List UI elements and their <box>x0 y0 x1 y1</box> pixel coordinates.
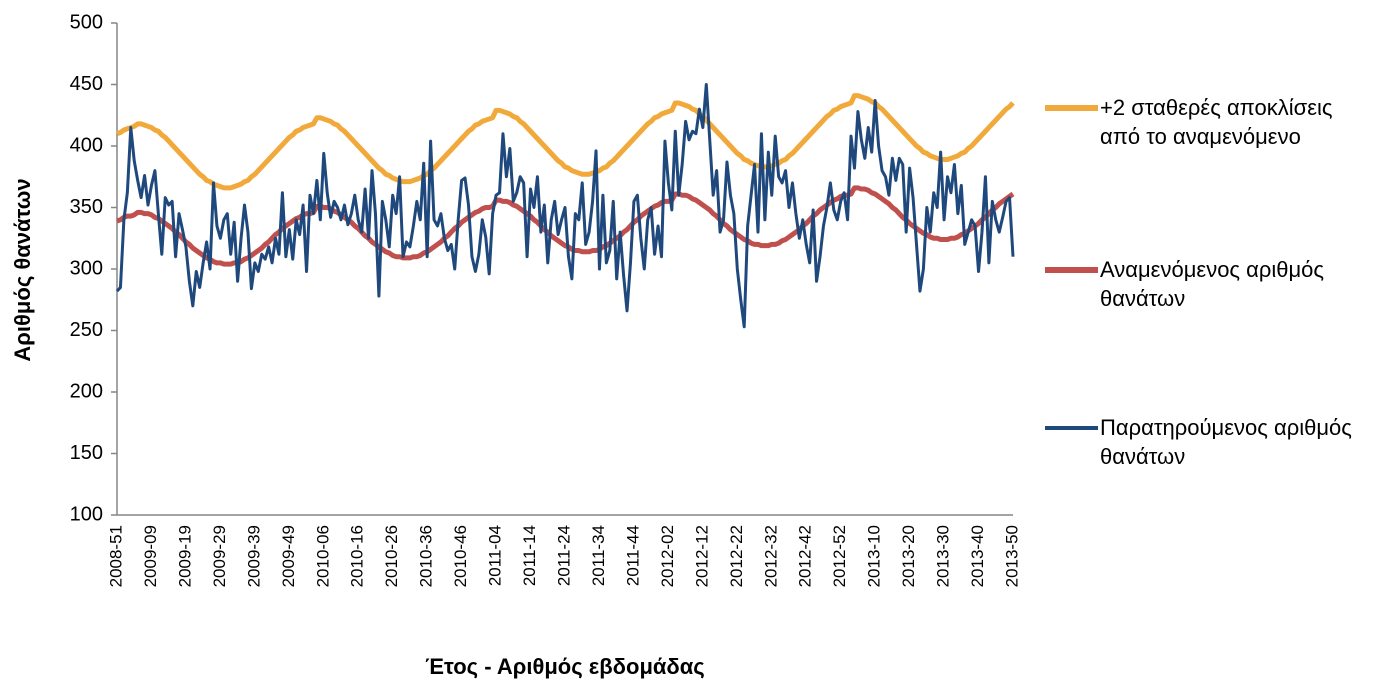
x-tick-label: 2013-50 <box>1002 525 1021 587</box>
x-tick-label: 2013-20 <box>899 525 918 587</box>
legend-label: Αναμενόμενος αριθμός θανάτων <box>1100 257 1325 311</box>
x-tick-label: 2012-32 <box>761 525 780 587</box>
legend-label: +2 σταθερές αποκλίσεις από το αναμενόμεν… <box>1100 95 1333 149</box>
x-tick-label: 2010-06 <box>313 525 332 587</box>
x-tick-label: 2010-16 <box>348 525 367 587</box>
x-tick-label: 2011-34 <box>589 525 608 586</box>
x-tick-label: 2011-04 <box>486 525 505 586</box>
x-tick-label: 2011-24 <box>554 525 573 586</box>
y-tick-label: 200 <box>70 380 103 402</box>
y-tick-label: 100 <box>70 503 103 525</box>
y-tick-label: 500 <box>70 11 103 33</box>
x-tick-label: 2011-44 <box>623 525 642 586</box>
x-tick-label: 2012-02 <box>658 525 677 587</box>
y-tick-label: 450 <box>70 73 103 95</box>
series-line <box>116 185 1015 267</box>
x-tick-label: 2009-19 <box>175 525 194 587</box>
x-tick-label: 2012-12 <box>692 525 711 587</box>
y-tick-label: 250 <box>70 319 103 341</box>
x-tick-label: 2010-36 <box>417 525 436 587</box>
x-tick-label: 2011-14 <box>520 525 539 586</box>
x-tick-label: 2009-09 <box>141 525 160 587</box>
legend-label: Παρατηρούμενος αριθμός θανάτων <box>1100 415 1352 469</box>
x-tick-label: 2013-30 <box>934 525 953 587</box>
x-tick-label: 2008-51 <box>106 525 125 587</box>
x-tick-label: 2010-26 <box>382 525 401 587</box>
y-tick-label: 350 <box>70 196 103 218</box>
x-tick-label: 2012-22 <box>727 525 746 587</box>
y-tick-label: 400 <box>70 134 103 156</box>
series-line <box>115 83 1015 329</box>
x-axis-title: Έτος - Αριθμός εβδομάδας <box>425 654 704 679</box>
x-tick-label: 2012-52 <box>830 525 849 587</box>
x-tick-label: 2009-29 <box>210 525 229 587</box>
x-tick-label: 2009-39 <box>244 525 263 587</box>
x-tick-label: 2013-10 <box>865 525 884 587</box>
x-tick-label: 2009-49 <box>279 525 298 587</box>
y-tick-label: 150 <box>70 442 103 464</box>
y-axis-title: Αριθμός θανάτων <box>10 178 35 361</box>
x-tick-label: 2012-42 <box>796 525 815 587</box>
x-tick-label: 2010-46 <box>451 525 470 587</box>
x-tick-label: 2013-40 <box>968 525 987 587</box>
y-tick-label: 300 <box>70 257 103 279</box>
series-line <box>116 93 1015 191</box>
